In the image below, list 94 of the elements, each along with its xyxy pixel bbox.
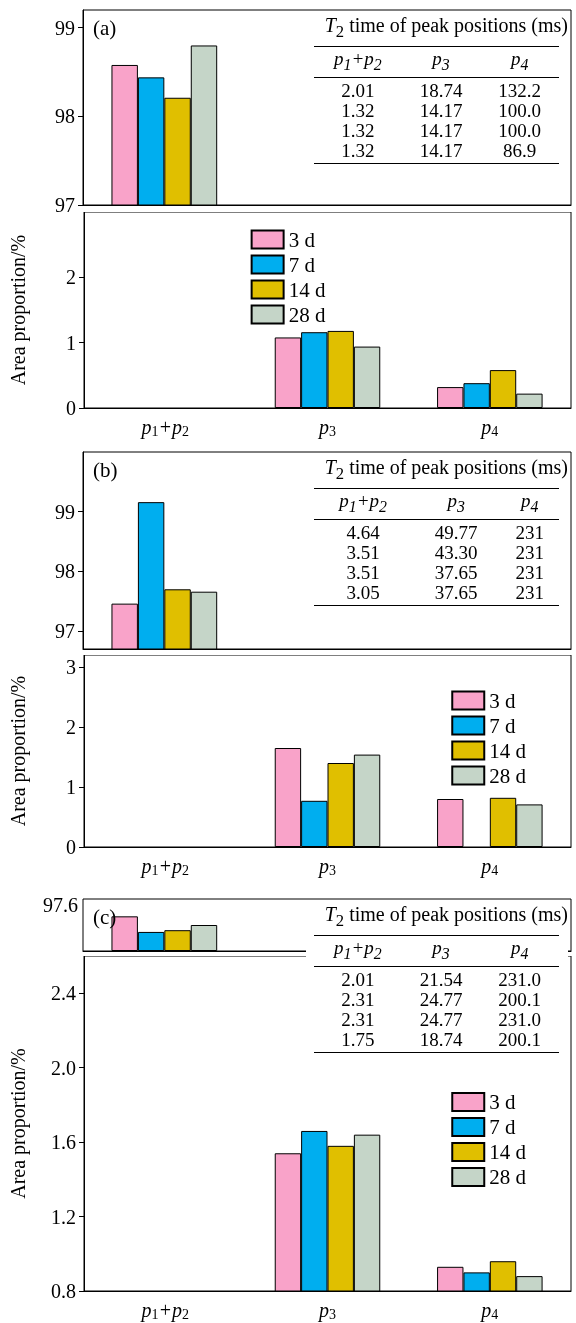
annotation: 1.32 <box>314 139 402 164</box>
annotation: p$_{4}$ <box>480 935 559 967</box>
y-axis-title: Area proportion/% <box>7 1048 30 1199</box>
annotation: 200.1 <box>497 988 543 1010</box>
y-tick-label: 1 <box>66 776 76 798</box>
y-tick-label: 97 <box>55 620 75 643</box>
annotation: 2.01 <box>340 967 376 990</box>
y-axis-title: Area proportion/% <box>7 234 30 386</box>
legend-label: 3 d <box>288 227 316 252</box>
legend-label: 14 d <box>489 1140 527 1164</box>
annotation: 43.30 <box>433 541 479 563</box>
x-tick-label: p3 <box>317 416 336 439</box>
annotation: 49.77 <box>433 520 479 543</box>
y-tick-label: 97 <box>55 194 75 216</box>
annotation: T$_{2}$ time of peak positions (ms) <box>323 903 568 931</box>
legend-label: 7 d <box>489 713 516 738</box>
annotation: p$_{4}$ <box>500 488 559 520</box>
annotation: 18.74 <box>401 1028 481 1053</box>
annotation: 14.17 <box>418 99 464 121</box>
y-axis-title: Area proportion/% <box>7 675 30 827</box>
x-tick-label: p4 <box>479 1299 499 1322</box>
annotation: 231 <box>514 520 545 543</box>
annotation: 2.31 <box>340 1008 376 1030</box>
chart-title: (b) <box>93 457 118 482</box>
annotation: 1.75 <box>314 1028 402 1053</box>
annotation: 3.05 <box>314 581 413 606</box>
annotation: 3.51 <box>345 541 381 563</box>
chart-title: (c) <box>93 904 117 929</box>
annotation: p$_{3}$ <box>401 46 481 78</box>
annotation: 200.1 <box>480 1028 559 1053</box>
annotation: 86.9 <box>480 139 559 164</box>
annotation: 231 <box>514 541 545 563</box>
y-tick-label: 98 <box>55 560 75 583</box>
annotation: 24.77 <box>418 1008 464 1030</box>
annotation: 1.32 <box>340 99 376 121</box>
y-tick-label: 0.8 <box>51 1280 76 1302</box>
annotation: 132.2 <box>497 78 543 101</box>
annotation: 14.17 <box>418 119 464 141</box>
annotation: 21.54 <box>418 967 464 990</box>
y-tick-label: 0 <box>66 836 76 858</box>
legend-label: 7 d <box>489 1115 516 1139</box>
legend-label: 3 d <box>489 688 516 713</box>
legend-label: 14 d <box>288 277 326 302</box>
annotation: 18.74 <box>418 78 464 101</box>
y-tick-label: 1.2 <box>51 1205 76 1228</box>
y-tick-label: 98 <box>55 105 75 128</box>
x-tick-label: p1+p2 <box>139 1299 189 1322</box>
annotation: p$_{1}$+p$_{2}$ <box>314 46 402 78</box>
annotation: 100.0 <box>497 119 543 141</box>
legend-label: 28 d <box>489 763 527 788</box>
annotation: 231 <box>500 581 559 606</box>
annotation: 231.0 <box>497 967 543 990</box>
y-tick-label: 3 <box>66 656 76 678</box>
annotation: 24.77 <box>418 988 464 1010</box>
y-tick-label: 1.6 <box>51 1131 76 1154</box>
annotation: p$_{3}$ <box>412 488 501 520</box>
y-tick-label: 2.0 <box>51 1056 76 1079</box>
y-tick-label: 1 <box>66 331 76 354</box>
y-tick-label: 2 <box>66 266 76 289</box>
y-tick-label: 2 <box>66 716 76 738</box>
annotation: 231 <box>514 561 545 583</box>
y-tick-label: 2.4 <box>51 982 76 1005</box>
x-tick-label: p4 <box>479 416 499 439</box>
text: 97.6 <box>43 894 78 916</box>
x-tick-label: p3 <box>317 855 336 878</box>
x-tick-label: p1+p2 <box>139 855 189 878</box>
annotation: 2.31 <box>340 988 376 1010</box>
x-tick-label: p1+p2 <box>139 416 189 439</box>
annotation: 100.0 <box>497 99 543 121</box>
legend-label: 3 d <box>489 1090 516 1114</box>
legend-label: 14 d <box>489 738 527 763</box>
annotation: 1.32 <box>340 119 376 141</box>
annotation: p$_{3}$ <box>401 935 481 967</box>
x-tick-label: p3 <box>317 1299 336 1322</box>
legend-label: 28 d <box>288 302 326 327</box>
annotation: 231.0 <box>497 1008 543 1030</box>
annotation: p$_{4}$ <box>480 46 559 78</box>
annotation: 3.51 <box>345 561 381 583</box>
y-tick-label: 99 <box>55 500 75 523</box>
annotation: T$_{2}$ time of peak positions (ms) <box>323 456 568 484</box>
annotation: T$_{2}$ time of peak positions (ms) <box>323 14 568 42</box>
legend-label: 28 d <box>489 1165 527 1189</box>
annotation: 37.65 <box>433 561 479 583</box>
y-tick-label: 99 <box>55 16 75 39</box>
annotation: p$_{1}$+p$_{2}$ <box>314 488 413 520</box>
legend-label: 7 d <box>288 252 316 277</box>
chart-title: (a) <box>93 15 117 40</box>
annotation: 37.65 <box>412 581 501 606</box>
annotation: 2.01 <box>340 78 376 101</box>
annotation: p$_{1}$+p$_{2}$ <box>314 935 402 967</box>
y-tick-label: 0 <box>66 397 76 419</box>
annotation: 4.64 <box>345 520 381 543</box>
annotation: 14.17 <box>401 139 481 164</box>
x-tick-label: p4 <box>479 855 499 878</box>
